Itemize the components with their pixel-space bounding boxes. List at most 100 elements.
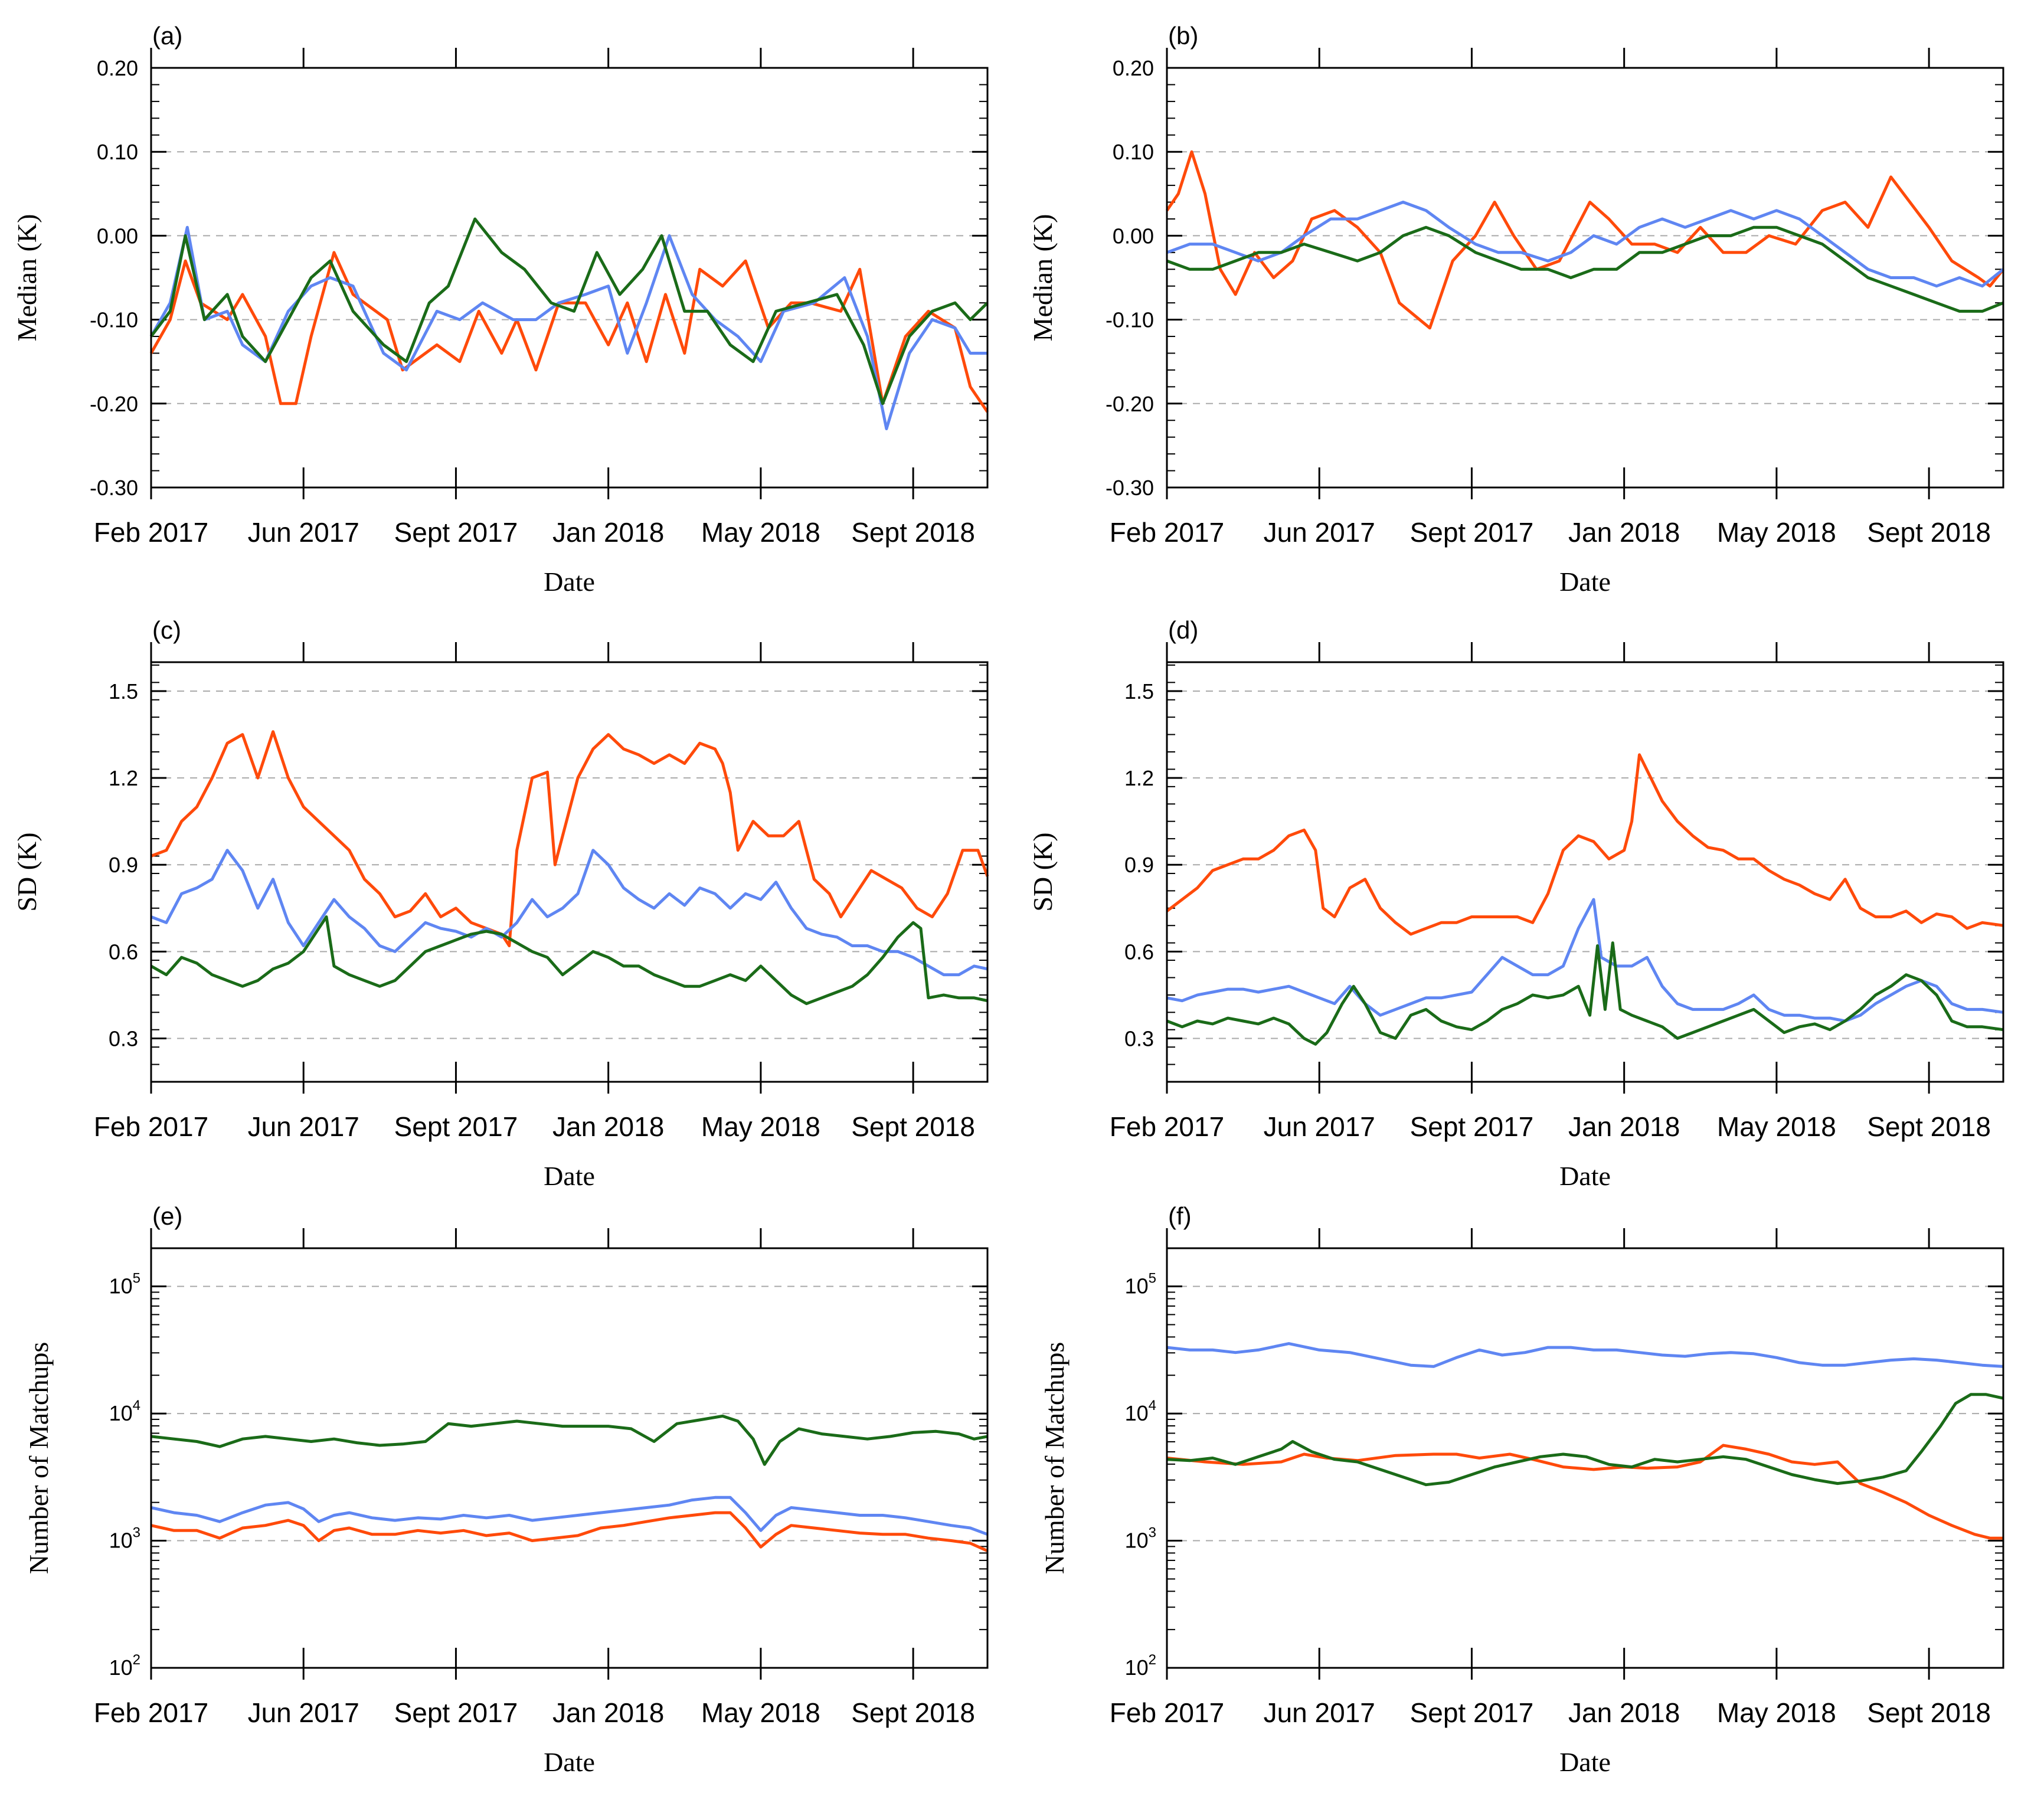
- panel-c: 0.3 0.6 0.9 1.2 1.5 Feb 2017 Jun 2017 Sept 2017…: [12, 616, 989, 1191]
- xtick-label: Feb 2017: [1110, 1697, 1224, 1728]
- xtick-label: Jun 2017: [1264, 1697, 1375, 1728]
- x-axis-title: Date: [1559, 567, 1611, 597]
- xtick-label: May 2018: [1717, 1697, 1836, 1728]
- ytick-label: 0.10: [1113, 140, 1154, 164]
- xtick-label: Feb 2017: [94, 1111, 208, 1142]
- ytick-label: 1.2: [109, 766, 138, 790]
- ytick-exponent: 4: [1149, 1398, 1156, 1413]
- xtick-label: Jun 2017: [248, 1111, 359, 1142]
- xtick-label: Jan 2018: [552, 517, 664, 548]
- xtick-label: Feb 2017: [1110, 1111, 1224, 1142]
- xtick-label: Sept 2018: [851, 517, 975, 548]
- y-axis-title: Median (K): [1028, 214, 1058, 342]
- xtick-label: Feb 2017: [1110, 517, 1224, 548]
- ytick-label: 0.6: [1124, 940, 1154, 964]
- ytick-exponent: 3: [133, 1525, 140, 1541]
- x-axis-title: Date: [544, 1747, 595, 1777]
- series-green-line: [1166, 225, 2004, 313]
- x-axis-title: Date: [1559, 1747, 1611, 1777]
- panel-label: (b): [1168, 22, 1198, 50]
- ytick-label: 1.2: [1124, 766, 1154, 790]
- xtick-label: May 2018: [701, 1111, 820, 1142]
- ytick-label: 0.20: [97, 56, 138, 80]
- series-red-line: [1166, 753, 2004, 936]
- ytick-exponent: 5: [1149, 1271, 1156, 1287]
- ytick-base: 10: [109, 1655, 133, 1680]
- xtick-label: May 2018: [701, 517, 820, 548]
- y-axis-title: Number of Matchups: [1039, 1342, 1070, 1574]
- ytick-base: 10: [1125, 1655, 1149, 1680]
- ytick-exponent: 5: [133, 1271, 140, 1287]
- x-axis-title: Date: [544, 1161, 595, 1191]
- series-blue-line: [149, 225, 987, 430]
- ytick-base: 10: [109, 1529, 133, 1553]
- ytick-label: 104: [109, 1398, 140, 1425]
- ytick-label: 1.5: [1124, 679, 1154, 703]
- xtick-label: Sept 2017: [394, 1697, 518, 1728]
- xtick-label: Jun 2017: [1264, 1111, 1375, 1142]
- xtick-label: Sept 2018: [1867, 1111, 1991, 1142]
- xtick-label: Jan 2018: [552, 1111, 664, 1142]
- ytick-exponent: 4: [133, 1398, 140, 1413]
- ytick-label: 0.20: [1113, 56, 1154, 80]
- panel-b: -0.30 -0.20 -0.10 0.00 0.10 0.20 Feb 2017 Jun 2…: [1028, 22, 2004, 597]
- xtick-label: Sept 2018: [851, 1111, 975, 1142]
- ytick-label: -0.30: [1106, 476, 1154, 500]
- ytick-exponent: 2: [1149, 1652, 1156, 1668]
- series-green-line: [1166, 941, 2004, 1046]
- ytick-label: 0.10: [97, 140, 138, 164]
- panel-label: (e): [152, 1202, 182, 1230]
- ytick-label: 0.9: [109, 853, 138, 877]
- series-blue-line: [151, 1496, 988, 1536]
- plot-frame: [1166, 661, 2004, 1083]
- plot-frame: [150, 1247, 989, 1669]
- ytick-label: 0.3: [109, 1026, 138, 1051]
- panel-label: (d): [1168, 616, 1198, 644]
- ytick-label: 105: [109, 1271, 140, 1298]
- panel-label: (c): [152, 616, 181, 644]
- ytick-base: 10: [109, 1401, 133, 1425]
- series-green-line: [1166, 1393, 2004, 1487]
- ytick-label: -0.30: [90, 476, 138, 500]
- x-axis-title: Date: [544, 567, 595, 597]
- xtick-label: Sept 2017: [394, 517, 518, 548]
- ytick-label: 102: [1125, 1652, 1156, 1680]
- ytick-label: 0.3: [1124, 1026, 1154, 1051]
- xtick-label: Feb 2017: [94, 1697, 208, 1728]
- xtick-label: Jan 2018: [552, 1697, 664, 1728]
- plot-frame: [150, 67, 989, 489]
- ytick-label: 0.00: [97, 224, 138, 248]
- panel-d: 0.3 0.6 0.9 1.2 1.5 Feb 2017 Jun 2017 Sept 2017…: [1028, 616, 2004, 1191]
- xtick-label: Feb 2017: [94, 517, 208, 548]
- series-green-line: [150, 217, 989, 405]
- ytick-exponent: 3: [1149, 1525, 1156, 1541]
- y-axis-title: SD (K): [12, 832, 42, 911]
- xtick-label: May 2018: [1717, 1111, 1836, 1142]
- xtick-label: Sept 2017: [1410, 1697, 1534, 1728]
- ytick-label: -0.20: [90, 392, 138, 416]
- series-blue-line: [1166, 201, 2004, 288]
- ytick-label: 104: [1125, 1398, 1156, 1425]
- ytick-base: 10: [1125, 1401, 1149, 1425]
- xtick-label: Sept 2017: [1410, 517, 1534, 548]
- ytick-label: -0.10: [1106, 308, 1154, 332]
- x-axis-title: Date: [1559, 1161, 1611, 1191]
- series-red-line: [149, 251, 989, 413]
- panel-a: -0.30 -0.20 -0.10 0.00 0.10 0.20 Feb 2017 Jun 2…: [12, 22, 989, 597]
- series-red-line: [1165, 150, 2004, 330]
- ytick-base: 10: [109, 1274, 133, 1298]
- y-axis-title: SD (K): [1028, 832, 1058, 911]
- ytick-label: 105: [1125, 1271, 1156, 1298]
- xtick-label: Sept 2018: [851, 1697, 975, 1728]
- xtick-label: Jan 2018: [1568, 1697, 1680, 1728]
- ytick-label: 1.5: [109, 679, 138, 703]
- ytick-base: 10: [1125, 1529, 1149, 1553]
- series-red-line: [1166, 1444, 2003, 1540]
- y-axis-title: Number of Matchups: [24, 1342, 54, 1574]
- series-green-line: [150, 915, 988, 1006]
- ytick-label: 102: [109, 1652, 140, 1680]
- xtick-label: Sept 2018: [1867, 1697, 1991, 1728]
- xtick-label: Jun 2017: [248, 517, 359, 548]
